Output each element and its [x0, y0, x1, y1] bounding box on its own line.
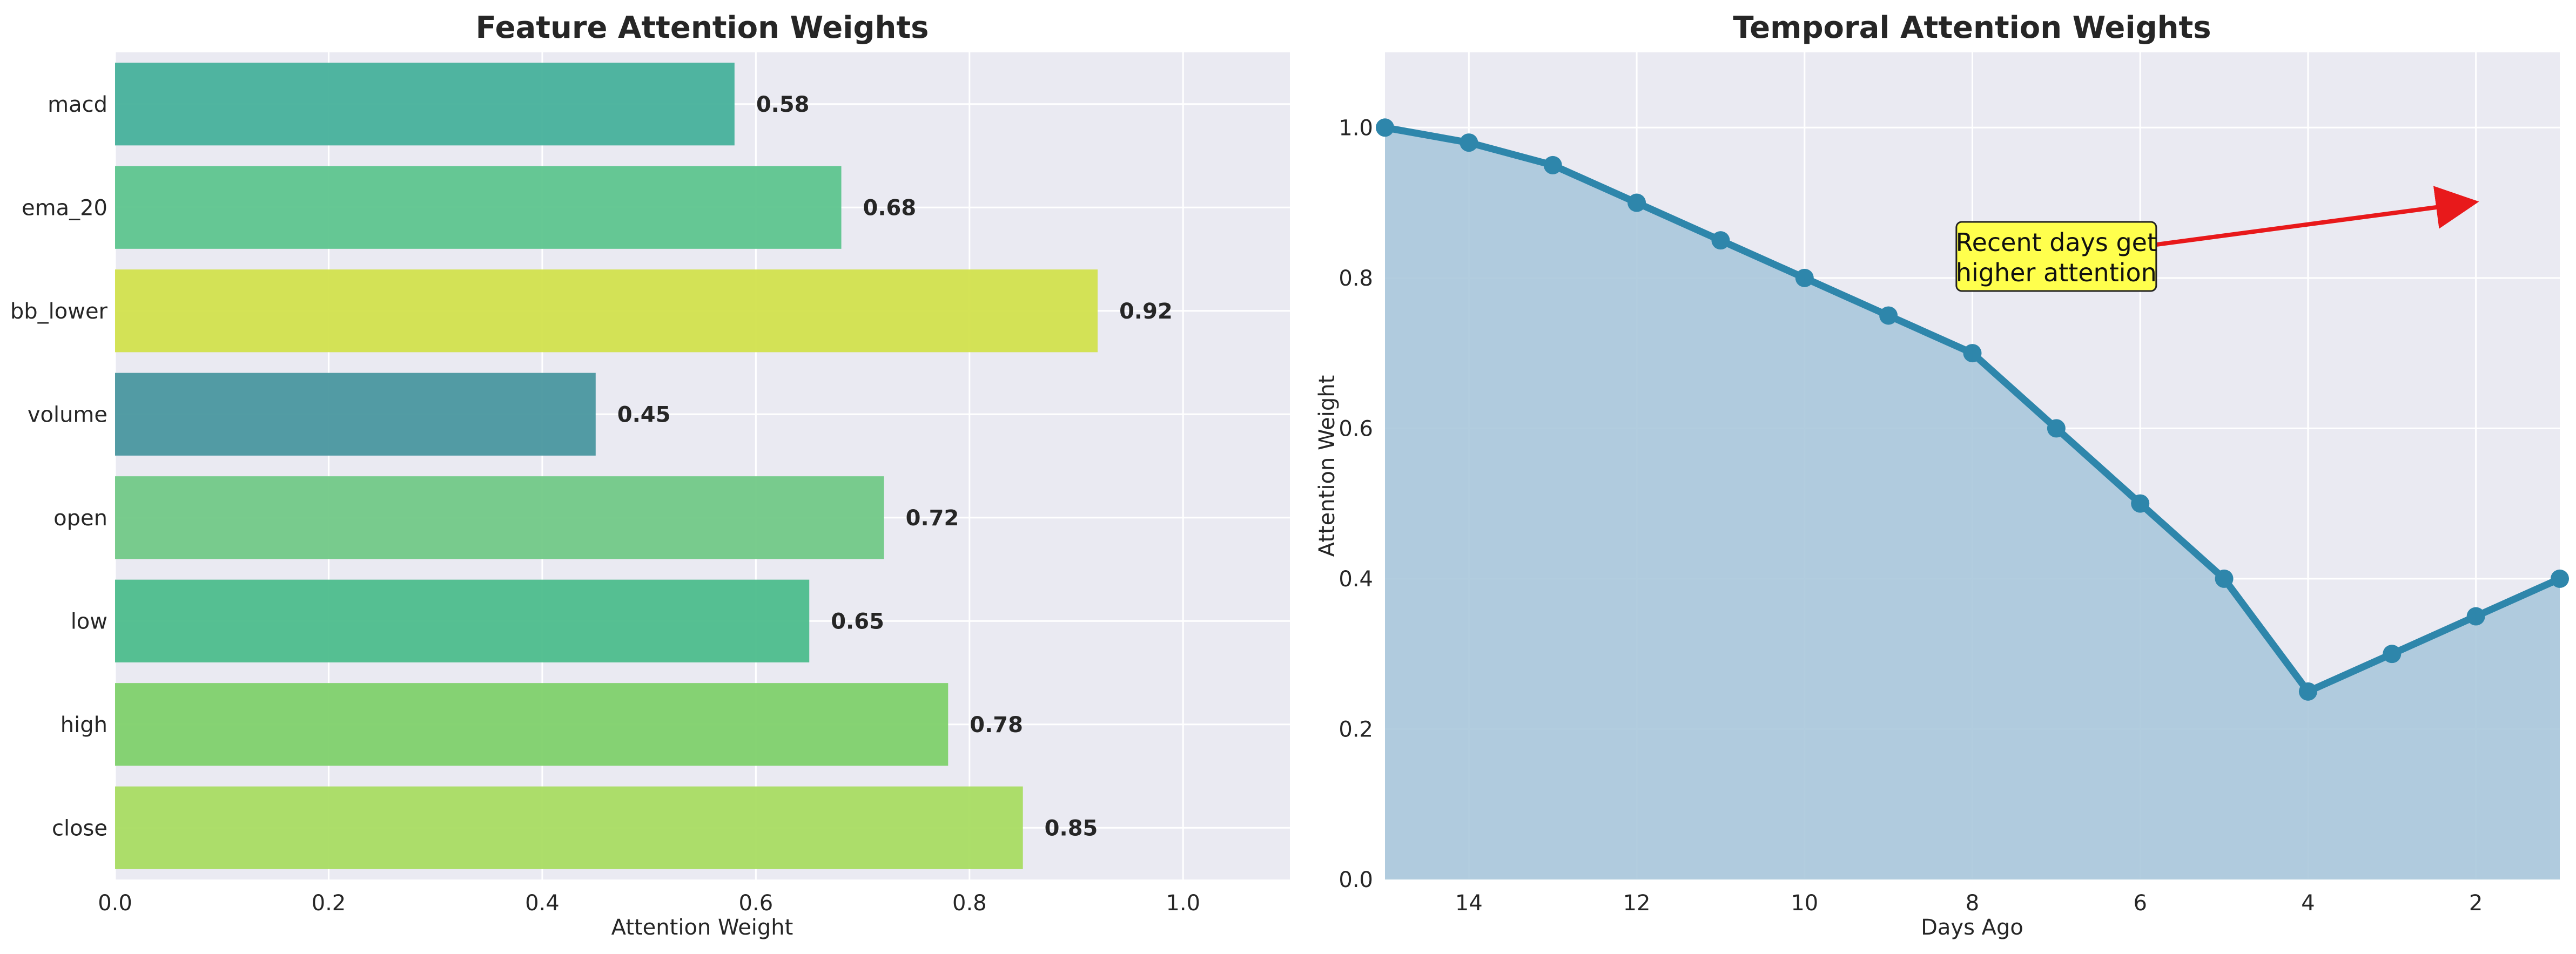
temporal-area-fill [1385, 127, 2560, 879]
y-tick-label-high: high [60, 713, 107, 738]
y-tick-label-ema_20: ema_20 [22, 195, 107, 220]
bar-low [115, 579, 810, 662]
y-tick-label-open: open [53, 506, 107, 531]
feature-x-tick-label: 0.0 [98, 891, 132, 916]
bar-value-label-macd: 0.58 [756, 92, 810, 117]
temporal-point-day-2 [2466, 607, 2485, 626]
bar-value-label-open: 0.72 [906, 506, 959, 531]
temporal-point-day-14 [1459, 133, 1478, 152]
temporal-point-day-5 [2215, 569, 2234, 588]
temporal-chart-title: Temporal Attention Weights [1733, 10, 2211, 45]
annotation-box [1955, 221, 2157, 292]
temporal-x-axis-label: Days Ago [1921, 915, 2023, 940]
annotation-text-line-2: higher attention [1956, 258, 2157, 287]
bar-value-label-bb_lower: 0.92 [1119, 299, 1173, 324]
feature-x-tick-label: 0.6 [739, 891, 774, 916]
feature-x-tick-label: 0.4 [525, 891, 560, 916]
bar-high [115, 683, 949, 766]
temporal-x-tick-label: 10 [1791, 891, 1818, 916]
bar-value-label-close: 0.85 [1045, 816, 1098, 841]
temporal-x-tick-label: 4 [2301, 891, 2315, 916]
temporal-point-day-7 [2047, 419, 2066, 438]
temporal-attention-chart: 14 12 10 8 6 4 2 0.0 0.2 0.4 0.6 0.8 1.0 Recent day… [1315, 10, 2569, 940]
temporal-x-tick-label: 8 [1966, 891, 1979, 916]
temporal-point-day-12 [1627, 193, 1646, 212]
temporal-x-tick-label: 6 [2133, 891, 2147, 916]
temporal-x-tick-label: 14 [1455, 891, 1483, 916]
feature-x-axis-label: Attention Weight [611, 915, 793, 940]
temporal-point-day-3 [2383, 645, 2402, 664]
annotation-arrow [2156, 186, 2479, 247]
temporal-y-axis-label: Attention Weight [1315, 375, 1340, 557]
feature-x-tick-label: 0.2 [312, 891, 346, 916]
temporal-point-day-4 [2298, 682, 2317, 701]
temporal-point-day-13 [1543, 155, 1562, 174]
temporal-point-day-8 [1963, 344, 1982, 363]
feature-attention-chart: 0.85 0.78 0.65 0.72 0.45 0.92 0.68 0.58 close hi… [10, 10, 1290, 940]
temporal-point-day-15 [1376, 118, 1394, 137]
temporal-y-tick-label: 0.2 [1339, 717, 1373, 742]
temporal-point-day-11 [1711, 231, 1730, 250]
feature-chart-title: Feature Attention Weights [475, 10, 929, 45]
bar-macd [115, 63, 735, 146]
bar-value-label-ema_20: 0.68 [863, 195, 917, 220]
temporal-x-tick-label: 2 [2469, 891, 2483, 916]
temporal-point-day-9 [1879, 306, 1898, 325]
bar-value-label-low: 0.65 [831, 609, 884, 634]
temporal-point-day-1 [2551, 569, 2569, 588]
temporal-annotation: Recent days get higher attention [1955, 186, 2479, 292]
temporal-y-tick-label: 0.0 [1339, 868, 1373, 892]
temporal-y-tick-label: 0.8 [1339, 266, 1373, 291]
y-tick-label-volume: volume [28, 402, 107, 427]
annotation-text-line-1: Recent days get [1956, 228, 2157, 257]
feature-x-tick-label: 1.0 [1166, 891, 1200, 916]
bar-ema_20 [115, 166, 842, 249]
temporal-point-day-6 [2131, 494, 2150, 513]
temporal-point-day-10 [1795, 268, 1814, 287]
bar-close [115, 786, 1023, 869]
bar-open [115, 476, 884, 559]
temporal-y-tick-label: 1.0 [1339, 116, 1373, 140]
y-tick-label-close: close [52, 816, 107, 841]
temporal-x-tick-label: 12 [1623, 891, 1651, 916]
temporal-y-tick-label: 0.4 [1339, 567, 1373, 592]
y-tick-label-macd: macd [48, 92, 107, 117]
y-tick-label-low: low [71, 609, 107, 634]
bar-bb_lower [115, 269, 1098, 353]
bar-volume [115, 373, 596, 456]
y-tick-label-bb_lower: bb_lower [10, 299, 108, 324]
temporal-y-tick-label: 0.6 [1339, 416, 1373, 441]
bar-value-label-volume: 0.45 [617, 402, 671, 427]
bar-value-label-high: 0.78 [970, 713, 1023, 738]
feature-x-tick-label: 0.8 [952, 891, 987, 916]
